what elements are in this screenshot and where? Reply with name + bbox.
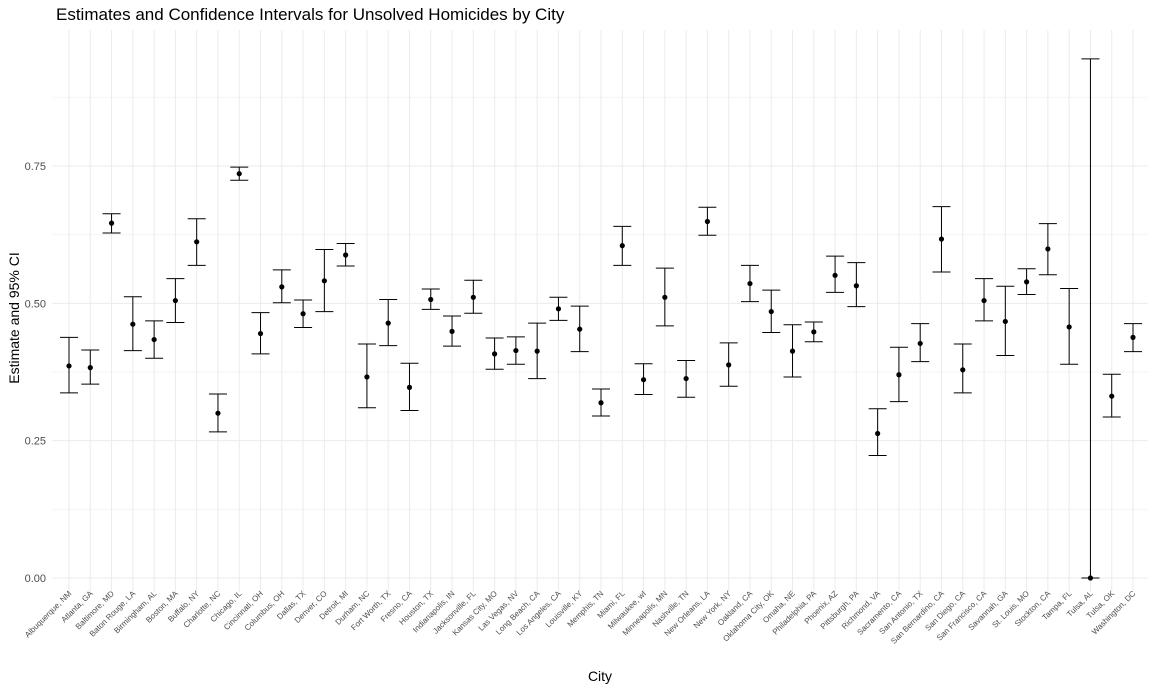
estimate-point: [87, 365, 93, 371]
y-tick-label: 0.25: [25, 436, 46, 448]
estimate-point: [1130, 334, 1136, 340]
grid-layer: [52, 30, 1148, 592]
estimate-point: [151, 336, 157, 343]
y-tick-label: 0.00: [25, 573, 46, 585]
estimate-point: [215, 410, 221, 416]
estimate-point: [853, 283, 859, 289]
estimate-point: [470, 294, 476, 300]
estimate-point: [917, 340, 923, 347]
estimate-point: [1066, 324, 1072, 330]
y-tick-label: 0.75: [25, 161, 46, 173]
estimate-point: [385, 320, 391, 326]
estimate-point: [364, 374, 370, 380]
estimate-point: [981, 297, 987, 304]
estimate-point: [1024, 279, 1030, 285]
estimate-point: [619, 243, 625, 249]
estimate-point: [1002, 318, 1008, 325]
estimate-point: [300, 311, 306, 317]
estimate-point: [534, 348, 540, 354]
y-axis-ticks: 0.00 0.25 0.50 0.75: [25, 161, 46, 585]
estimate-point: [896, 372, 902, 378]
estimate-point: [640, 377, 647, 383]
estimate-point: [598, 400, 604, 406]
estimate-point: [66, 363, 72, 369]
estimate-point: [768, 308, 774, 315]
estimate-point: [938, 236, 945, 242]
estimate-point: [1045, 246, 1051, 252]
chart-title: Estimates and Confidence Intervals for U…: [56, 5, 565, 24]
estimate-point: [172, 297, 178, 304]
point-layer: [66, 171, 1136, 581]
estimate-point: [960, 367, 966, 373]
estimate-point: [194, 239, 200, 245]
y-axis-title: Estimate and 95% CI: [6, 252, 22, 384]
estimate-point: [811, 329, 817, 335]
y-tick-label: 0.50: [25, 298, 46, 310]
estimate-point: [789, 348, 796, 354]
estimate-point: [343, 252, 349, 258]
estimate-point: [1109, 393, 1115, 399]
estimate-point: [108, 220, 115, 226]
estimate-point: [130, 321, 136, 327]
estimate-point: [257, 330, 264, 337]
estimate-point: [1087, 575, 1094, 581]
estimate-point: [406, 384, 413, 390]
estimate-point: [236, 171, 242, 177]
estimate-point: [492, 351, 498, 357]
estimate-point: [513, 347, 519, 354]
estimate-point: [577, 326, 583, 332]
estimate-point: [428, 296, 434, 303]
estimate-point: [875, 430, 881, 437]
estimate-point: [555, 306, 562, 312]
estimate-point: [683, 375, 689, 382]
estimate-point: [726, 362, 732, 368]
estimate-point: [704, 218, 711, 225]
estimate-point: [449, 328, 455, 334]
x-axis-title: City: [588, 668, 612, 684]
estimate-point: [321, 278, 327, 284]
estimate-point: [832, 272, 838, 278]
estimate-point: [747, 280, 753, 287]
estimate-point: [662, 294, 668, 300]
estimate-point: [279, 284, 285, 290]
